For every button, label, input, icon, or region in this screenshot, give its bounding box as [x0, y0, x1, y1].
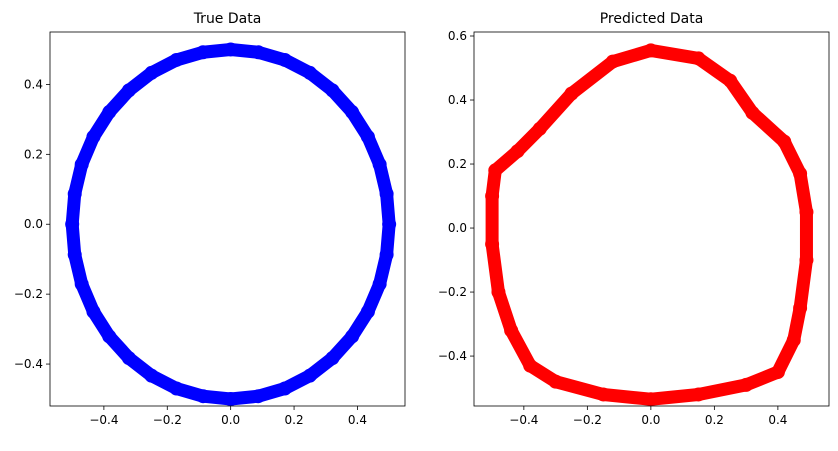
scatter-point [532, 121, 547, 136]
x-tick-label: −0.4 [89, 413, 118, 427]
scatter-point [596, 387, 611, 402]
scatter-point [302, 368, 317, 383]
scatter-point [793, 301, 808, 316]
scatter-point [102, 105, 117, 120]
scatter-point [510, 144, 525, 159]
chart-title: True Data [193, 11, 262, 27]
x-tick-label: −0.4 [509, 413, 538, 427]
x-tick-label: 0.0 [641, 413, 660, 427]
y-tick-label: −0.2 [438, 285, 467, 299]
x-tick-label: 0.0 [221, 413, 240, 427]
scatter-point [770, 365, 785, 380]
y-tick-label: 0.4 [448, 93, 467, 107]
scatter-point [223, 392, 238, 407]
scatter-point [86, 304, 101, 319]
y-tick-label: 0.0 [24, 217, 43, 231]
x-tick-label: 0.2 [285, 413, 304, 427]
y-tick-label: 0.4 [24, 77, 43, 91]
scatter-point [102, 329, 117, 344]
scatter-point [251, 389, 266, 404]
scatter-point [643, 43, 658, 58]
scatter-point [777, 134, 792, 149]
scatter-point [67, 247, 82, 262]
scatter-point [372, 277, 387, 292]
scatter-point [799, 205, 814, 220]
scatter-point [723, 73, 738, 88]
scatter-point [739, 377, 754, 392]
scatter-point [548, 374, 563, 389]
scatter-point [360, 304, 375, 319]
scatter-point [74, 277, 89, 292]
scatter-point [691, 387, 706, 402]
scatter-point [223, 42, 238, 57]
scatter-point [196, 45, 211, 60]
x-tick-label: 0.2 [705, 413, 724, 427]
scatter-point [605, 54, 620, 69]
scatter-point [251, 45, 266, 60]
scatter-point [523, 358, 538, 373]
scatter-point [196, 389, 211, 404]
scatter-point [786, 333, 801, 348]
scatter-point [799, 253, 814, 268]
scatter-point [745, 105, 760, 120]
scatter-point [643, 392, 658, 407]
scatter-point [372, 157, 387, 172]
scatter-point [302, 65, 317, 80]
scatter-point [488, 163, 503, 178]
scatter-point [382, 217, 397, 232]
scatter-point [74, 157, 89, 172]
y-tick-label: −0.2 [14, 287, 43, 301]
scatter-point [345, 329, 360, 344]
scatter-point [793, 166, 808, 181]
x-tick-label: −0.2 [153, 413, 182, 427]
scatter-point [379, 247, 394, 262]
y-tick-label: 0.2 [24, 147, 43, 161]
y-tick-label: 0.6 [448, 29, 467, 43]
axes-frame [49, 31, 406, 407]
scatter-point [121, 83, 136, 98]
scatter-point [277, 52, 292, 67]
scatter-point [144, 368, 159, 383]
scatter-point [491, 285, 506, 300]
x-tick-label: 0.4 [768, 413, 787, 427]
y-tick-label: 0.0 [448, 221, 467, 235]
scatter-trace [485, 43, 813, 406]
scatter-point [325, 83, 340, 98]
scatter-point [379, 186, 394, 201]
scatter-point [360, 129, 375, 144]
x-tick-label: 0.4 [348, 413, 367, 427]
scatter-point [65, 217, 80, 232]
y-tick-label: −0.4 [14, 357, 43, 371]
scatter-point [485, 189, 500, 204]
x-tick-label: −0.2 [573, 413, 602, 427]
y-tick-label: 0.2 [448, 157, 467, 171]
scatter-point [485, 237, 500, 252]
scatter-point [564, 86, 579, 101]
chart-title: Predicted Data [600, 11, 704, 27]
scatter-trace [65, 42, 396, 406]
scatter-point [144, 65, 159, 80]
scatter-point [67, 186, 82, 201]
scatter-point [169, 52, 184, 67]
scatter-point [169, 381, 184, 396]
y-tick-label: −0.4 [438, 349, 467, 363]
scatter-point [691, 51, 706, 66]
scatter-point [121, 351, 136, 366]
scatter-point [325, 351, 340, 366]
axes-frame [473, 31, 830, 407]
scatter-point [345, 105, 360, 120]
scatter-point [86, 129, 101, 144]
scatter-point [277, 381, 292, 396]
scatter-point [504, 323, 519, 338]
